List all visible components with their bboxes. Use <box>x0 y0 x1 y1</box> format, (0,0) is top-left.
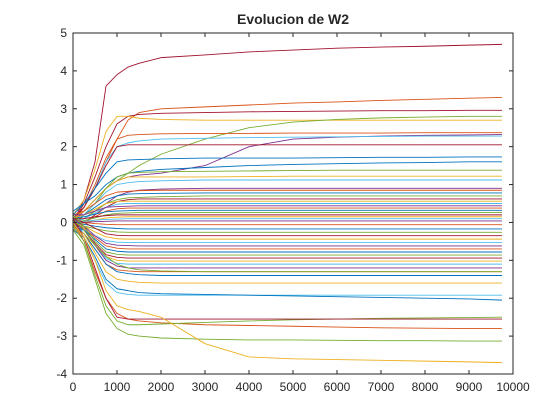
y-tick-label: 1 <box>60 178 67 192</box>
series-line <box>72 222 502 269</box>
x-tick-label: 4000 <box>236 380 263 394</box>
series-line <box>72 218 502 226</box>
x-tick-label: 0 <box>70 380 77 394</box>
series-line <box>72 175 502 220</box>
series-line <box>72 216 502 227</box>
series-line <box>72 192 502 220</box>
series-line <box>72 222 502 259</box>
series-line <box>72 222 502 276</box>
y-tick-label: 2 <box>60 140 67 154</box>
series-line <box>72 179 502 223</box>
x-tick-label: 5000 <box>280 380 307 394</box>
x-tick-label: 8000 <box>412 380 439 394</box>
x-tick-label: 7000 <box>368 380 395 394</box>
series-line <box>72 221 502 230</box>
series-line <box>73 220 502 223</box>
series-line <box>72 156 502 216</box>
series-line <box>72 207 502 231</box>
series-line <box>72 229 503 301</box>
y-tick-label: -2 <box>56 291 67 305</box>
series-line <box>72 198 502 227</box>
series-line <box>72 218 502 320</box>
x-tick-label: 1000 <box>104 380 131 394</box>
y-tick-label: 4 <box>60 64 67 78</box>
series-line <box>72 218 502 247</box>
series-line <box>72 218 502 273</box>
series-line <box>72 222 502 329</box>
series-line <box>72 189 502 216</box>
series-line <box>72 161 502 212</box>
y-tick-label: -3 <box>56 329 67 343</box>
series-line <box>72 218 502 237</box>
series-line <box>72 200 502 220</box>
y-axis: 5 4 3 2 1 0 -1 -2 -3 -4 <box>56 26 513 381</box>
x-tick-label: 9000 <box>456 380 483 394</box>
series-line <box>72 218 502 223</box>
series-line <box>72 203 502 223</box>
series-line <box>72 132 502 223</box>
x-tick-label: 2000 <box>148 380 175 394</box>
series-line <box>72 222 502 250</box>
series-line <box>72 222 503 364</box>
series-line <box>72 225 502 253</box>
series-line <box>73 229 502 243</box>
x-tick-label: 10000 <box>496 380 530 394</box>
series-line <box>72 225 502 284</box>
x-tick-label: 6000 <box>324 380 351 394</box>
series-line <box>72 222 502 296</box>
series-line <box>72 229 502 342</box>
series-line <box>72 225 503 326</box>
series-line <box>72 222 502 240</box>
series-line <box>73 225 502 233</box>
y-tick-label: -4 <box>56 367 67 381</box>
series-line <box>72 218 502 265</box>
series-line <box>72 115 502 216</box>
series-line <box>72 43 503 223</box>
series-line <box>72 109 502 223</box>
series-line <box>73 214 502 220</box>
series-line <box>72 135 502 219</box>
series-line <box>72 144 502 219</box>
series-layer <box>72 43 503 364</box>
chart-title: Evolucion de W2 <box>237 11 349 27</box>
y-tick-label: 3 <box>60 102 67 116</box>
series-line <box>72 209 502 220</box>
axes-box <box>72 32 514 375</box>
y-tick-label: -1 <box>56 253 67 267</box>
series-line <box>72 195 502 223</box>
series-line <box>72 214 502 256</box>
series-line <box>73 205 502 216</box>
x-axis: 0 1000 2000 3000 4000 5000 6000 7000 8000 9000 100… <box>70 33 530 394</box>
x-tick-label: 3000 <box>192 380 219 394</box>
y-tick-label: 5 <box>60 26 67 40</box>
series-line <box>72 169 502 227</box>
y-tick-label: 0 <box>60 215 67 229</box>
